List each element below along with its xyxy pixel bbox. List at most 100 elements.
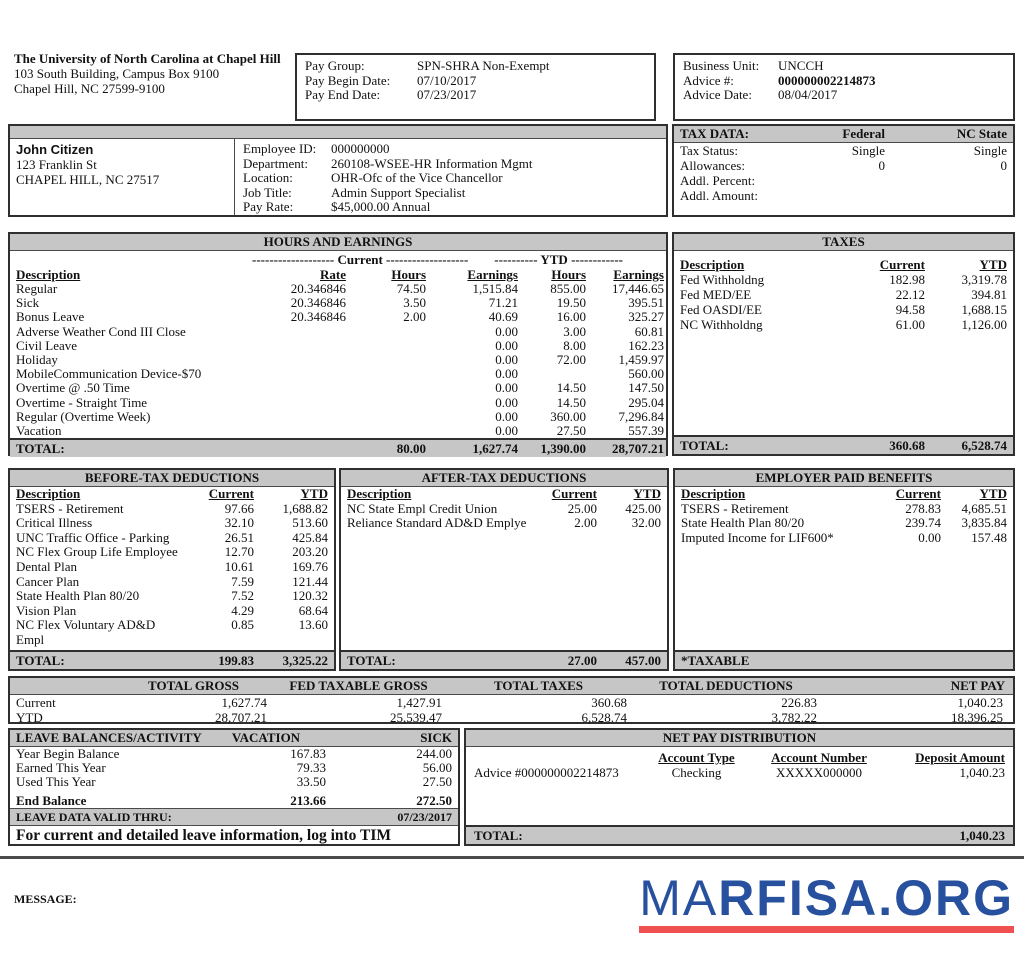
earning-ytd-hours: 3.00 [563,323,586,339]
summary-row-label: YTD [16,710,43,725]
advice-number-row: Advice #: 000000002214873 [683,73,1005,89]
deduction-ytd: 425.84 [292,529,328,545]
table-row: Critical Illness 32.10 513.60 [10,516,334,531]
table-row: Imputed Income for LIF600* 0.00 157.48 [675,529,1013,546]
table-row: Used This Year 33.50 27.50 [10,773,458,789]
current-span-label: Current [334,252,387,267]
summary-taxes: 6,528.74 [581,710,628,725]
leave-valid-thru-label: LEAVE DATA VALID THRU: [16,810,172,825]
deduction-ytd: 169.76 [292,558,328,574]
benefit-description: Imputed Income for LIF600* [681,529,834,545]
employee-address-line2: CHAPEL HILL, NC 27517 [16,172,160,187]
account-type: Checking [671,765,722,780]
leave-rows: Year Begin Balance 167.83 244.00 Earned … [10,747,458,788]
earning-current-hours [346,396,426,410]
pay-begin-label: Pay Begin Date: [305,72,391,88]
deduction-ytd: 203.20 [292,544,328,560]
employee-field-row: Location: OHR-Ofc of the Vice Chancellor [243,171,658,186]
earning-current-earnings: 0.00 [495,423,518,439]
total-label: TOTAL: [16,441,65,457]
earning-current-earnings: 1,515.84 [472,281,519,296]
footer-divider [0,856,1024,859]
deduction-description: Vision Plan [16,602,77,618]
earning-rate [254,367,346,381]
col-current-earnings: Earnings [467,267,518,282]
deduction-ytd: 13.60 [298,617,328,633]
col-description: Description [347,486,412,501]
before-tax-title: BEFORE-TAX DEDUCTIONS [10,470,334,487]
after-tax-title: AFTER-TAX DEDUCTIONS [341,470,667,487]
dash-mid: ------------------- [386,252,469,267]
table-row: Holiday 0.00 72.00 1,459.97 [10,352,666,367]
brand-logo-light: MA [639,870,719,926]
earning-current-hours [346,353,426,367]
table-row: Advice #000000002214873 Checking XXXXX00… [466,765,1013,780]
deduction-ytd: 121.44 [292,573,328,589]
pay-end-label: Pay End Date: [305,87,381,103]
hours-earnings-rows: Regular 20.346846 74.50 1,515.84 855.00 … [10,281,666,439]
table-row: TSERS - Retirement 97.66 1,688.82 [10,500,334,517]
tax-row-federal: Single [851,143,885,158]
after-tax-deductions-box: AFTER-TAX DEDUCTIONS Description Current… [339,468,669,671]
earning-ytd-earnings: 295.04 [628,394,664,410]
employer-paid-benefits-box: EMPLOYER PAID BENEFITS Description Curre… [673,468,1015,671]
field-value: $45,000.00 Annual [331,199,431,215]
earning-rate [254,353,346,367]
hours-earnings-title: HOURS AND EARNINGS [10,234,666,251]
table-row: Earned This Year 79.33 56.00 [10,759,458,775]
col-ytd: YTD [979,486,1007,501]
table-row: Regular 20.346846 74.50 1,515.84 855.00 … [10,281,666,296]
col-account-type: Account Type [658,750,735,765]
earning-ytd-hours: 16.00 [556,309,586,325]
table-row: YTD 28,707.21 25,539.47 6,528.74 3,782.2… [10,710,1013,725]
earning-current-hours: 3.50 [403,295,426,311]
earning-description: Sick [16,295,40,311]
employer-address-line1: 103 South Building, Campus Box 9100 [14,65,220,81]
table-row: Year Begin Balance 167.83 244.00 [10,747,458,761]
tax-row-label: Tax Status: [680,143,738,158]
total-label: TOTAL: [680,438,729,453]
taxes-total-row: TOTAL: 360.68 6,528.74 [674,435,1013,454]
advice-date-label: Advice Date: [683,87,752,103]
col-total-deductions: TOTAL DEDUCTIONS [659,678,793,693]
leave-sick: 27.50 [422,773,452,789]
tax-current: 61.00 [895,317,925,332]
deduction-ytd: 425.00 [625,500,661,516]
taxes-box: TAXES Description Current YTD Fed Withho… [672,232,1015,456]
deposit-amount: 1,040.23 [959,765,1006,780]
earning-description: Vacation [16,423,62,439]
leave-header: LEAVE BALANCES/ACTIVITY VACATION SICK [10,730,458,747]
col-ytd: YTD [979,257,1007,272]
taxes-column-headers: Description Current YTD [674,257,1013,272]
taxable-footnote-row: *TAXABLE [675,650,1013,669]
benefit-description: TSERS - Retirement [681,500,789,516]
field-value: 260108-WSEE-HR Information Mgmt [331,155,533,171]
table-row: Civil Leave 0.00 8.00 162.23 [10,338,666,353]
tax-row-state [885,173,1007,188]
benefit-current: 0.00 [918,529,941,545]
deduction-ytd: 1,688.82 [282,500,329,516]
employee-name: John Citizen [16,142,94,157]
tax-row-federal [790,188,885,203]
earning-description: Regular (Overtime Week) [16,408,151,424]
col-description: Description [16,486,81,501]
leave-vacation: 79.33 [296,759,326,775]
after-tax-total-row: TOTAL: 27.00 457.00 [341,650,667,669]
earning-ytd-earnings: 147.50 [628,380,664,396]
total-ytd-earnings: 28,707.21 [612,441,664,457]
end-balance-label: End Balance [16,793,87,809]
tax-data-header: TAX DATA: Federal NC State [674,126,1013,143]
total-label: TOTAL: [474,828,523,843]
table-row: Regular (Overtime Week) 0.00 360.00 7,29… [10,408,666,424]
before-tax-column-headers: Description Current YTD [10,486,334,502]
before-tax-deductions-box: BEFORE-TAX DEDUCTIONS Description Curren… [8,468,336,671]
before-tax-total-row: TOTAL: 199.83 3,325.22 [10,650,334,669]
col-total-gross: TOTAL GROSS [148,678,239,693]
col-current: Current [895,486,941,501]
table-row: Cancer Plan 7.59 121.44 [10,573,334,590]
brand-logo: MARFISA.ORG [639,872,1014,933]
table-row: Vision Plan 4.29 68.64 [10,602,334,619]
summary-column-headers: TOTAL GROSS FED TAXABLE GROSS TOTAL TAXE… [10,678,1013,695]
tax-row-label: Addl. Amount: [680,188,759,203]
advice-date-row: Advice Date: 08/04/2017 [683,88,1005,103]
